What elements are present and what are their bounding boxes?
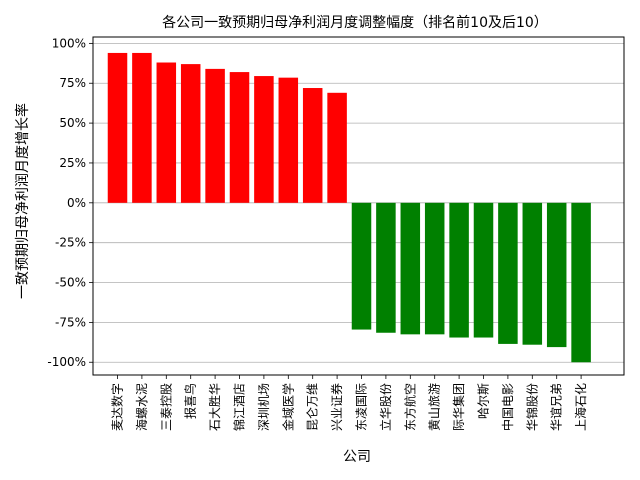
y-tick-label: 50% — [59, 116, 86, 130]
x-tick-label: 麦达数字 — [110, 383, 125, 431]
y-tick-label: 100% — [52, 36, 86, 50]
x-axis-title: 公司 — [343, 449, 371, 465]
x-tick-label: 报喜鸟 — [183, 383, 198, 419]
y-tick-label: -25% — [55, 236, 86, 250]
x-tick-label: 立华股份 — [378, 383, 393, 431]
x-tick-label: 华锦股份 — [525, 383, 539, 431]
x-tick-label: 华谊兄弟 — [549, 383, 564, 431]
bar-1 — [107, 52, 128, 203]
bar-16 — [473, 202, 494, 338]
bar-6 — [229, 72, 250, 203]
bar-8 — [278, 77, 299, 203]
x-tick-label: 锦江酒店 — [233, 383, 247, 431]
x-tick-label: 东方航空 — [402, 383, 417, 431]
plot-frame — [92, 36, 625, 376]
bar-4 — [180, 64, 201, 203]
y-axis-ticks: 100% 75% 50% 25% 0% -25% -50% -75% -100% — [47, 36, 93, 369]
x-tick-label: 中国电影 — [500, 383, 515, 431]
x-tick-label: 金域医学 — [280, 383, 295, 431]
bar-18 — [522, 202, 543, 345]
bar-5 — [205, 68, 225, 203]
x-tick-label: 黄山旅游 — [428, 383, 442, 431]
bar-9 — [302, 88, 323, 203]
bar-19 — [546, 202, 567, 348]
bar-11 — [351, 202, 372, 330]
x-tick-label: 深圳机场 — [257, 383, 271, 431]
y-tick-label: -50% — [55, 276, 86, 290]
x-tick-label: 际华集团 — [451, 383, 466, 431]
bar-15 — [449, 202, 469, 338]
bar-10 — [327, 92, 347, 203]
y-tick-label: -75% — [55, 315, 86, 329]
x-tick-label: 海螺水泥 — [134, 383, 149, 431]
x-tick-label: 石大胜华 — [207, 383, 222, 431]
x-tick-label: 三泰控股 — [159, 383, 173, 431]
x-tick-label: 哈尔斯 — [476, 383, 491, 419]
x-tick-label: 东凌国际 — [355, 383, 369, 431]
bar-7 — [254, 76, 274, 203]
x-axis-ticks: 麦达数字 海螺水泥 三泰控股 报喜鸟 石大胜华 锦江酒店 深圳机场 金域医学 昆仑万维 兴业证券东… — [110, 375, 588, 431]
bar-2 — [132, 52, 152, 203]
bar-20 — [571, 202, 591, 363]
x-tick-label: 昆仑万维 — [306, 383, 320, 431]
chart-title: 各公司一致预期归母净利润月度调整幅度（排名前10及后10） — [162, 14, 548, 31]
y-tick-label: 0% — [67, 196, 86, 210]
bar-12 — [376, 202, 396, 333]
y-tick-label: 75% — [59, 76, 86, 90]
bar-3 — [156, 62, 177, 203]
y-tick-label: 25% — [59, 156, 86, 170]
y-tick-label: -100% — [47, 355, 86, 369]
bar-13 — [400, 202, 421, 335]
y-axis-title: 一致预期归母净利润月度增长率 — [14, 103, 31, 299]
bar-14 — [424, 202, 445, 335]
bar-17 — [498, 202, 518, 344]
x-tick-label: 兴业证券 — [329, 383, 344, 431]
x-tick-label: 上海石化 — [573, 383, 588, 431]
bars — [107, 52, 591, 363]
